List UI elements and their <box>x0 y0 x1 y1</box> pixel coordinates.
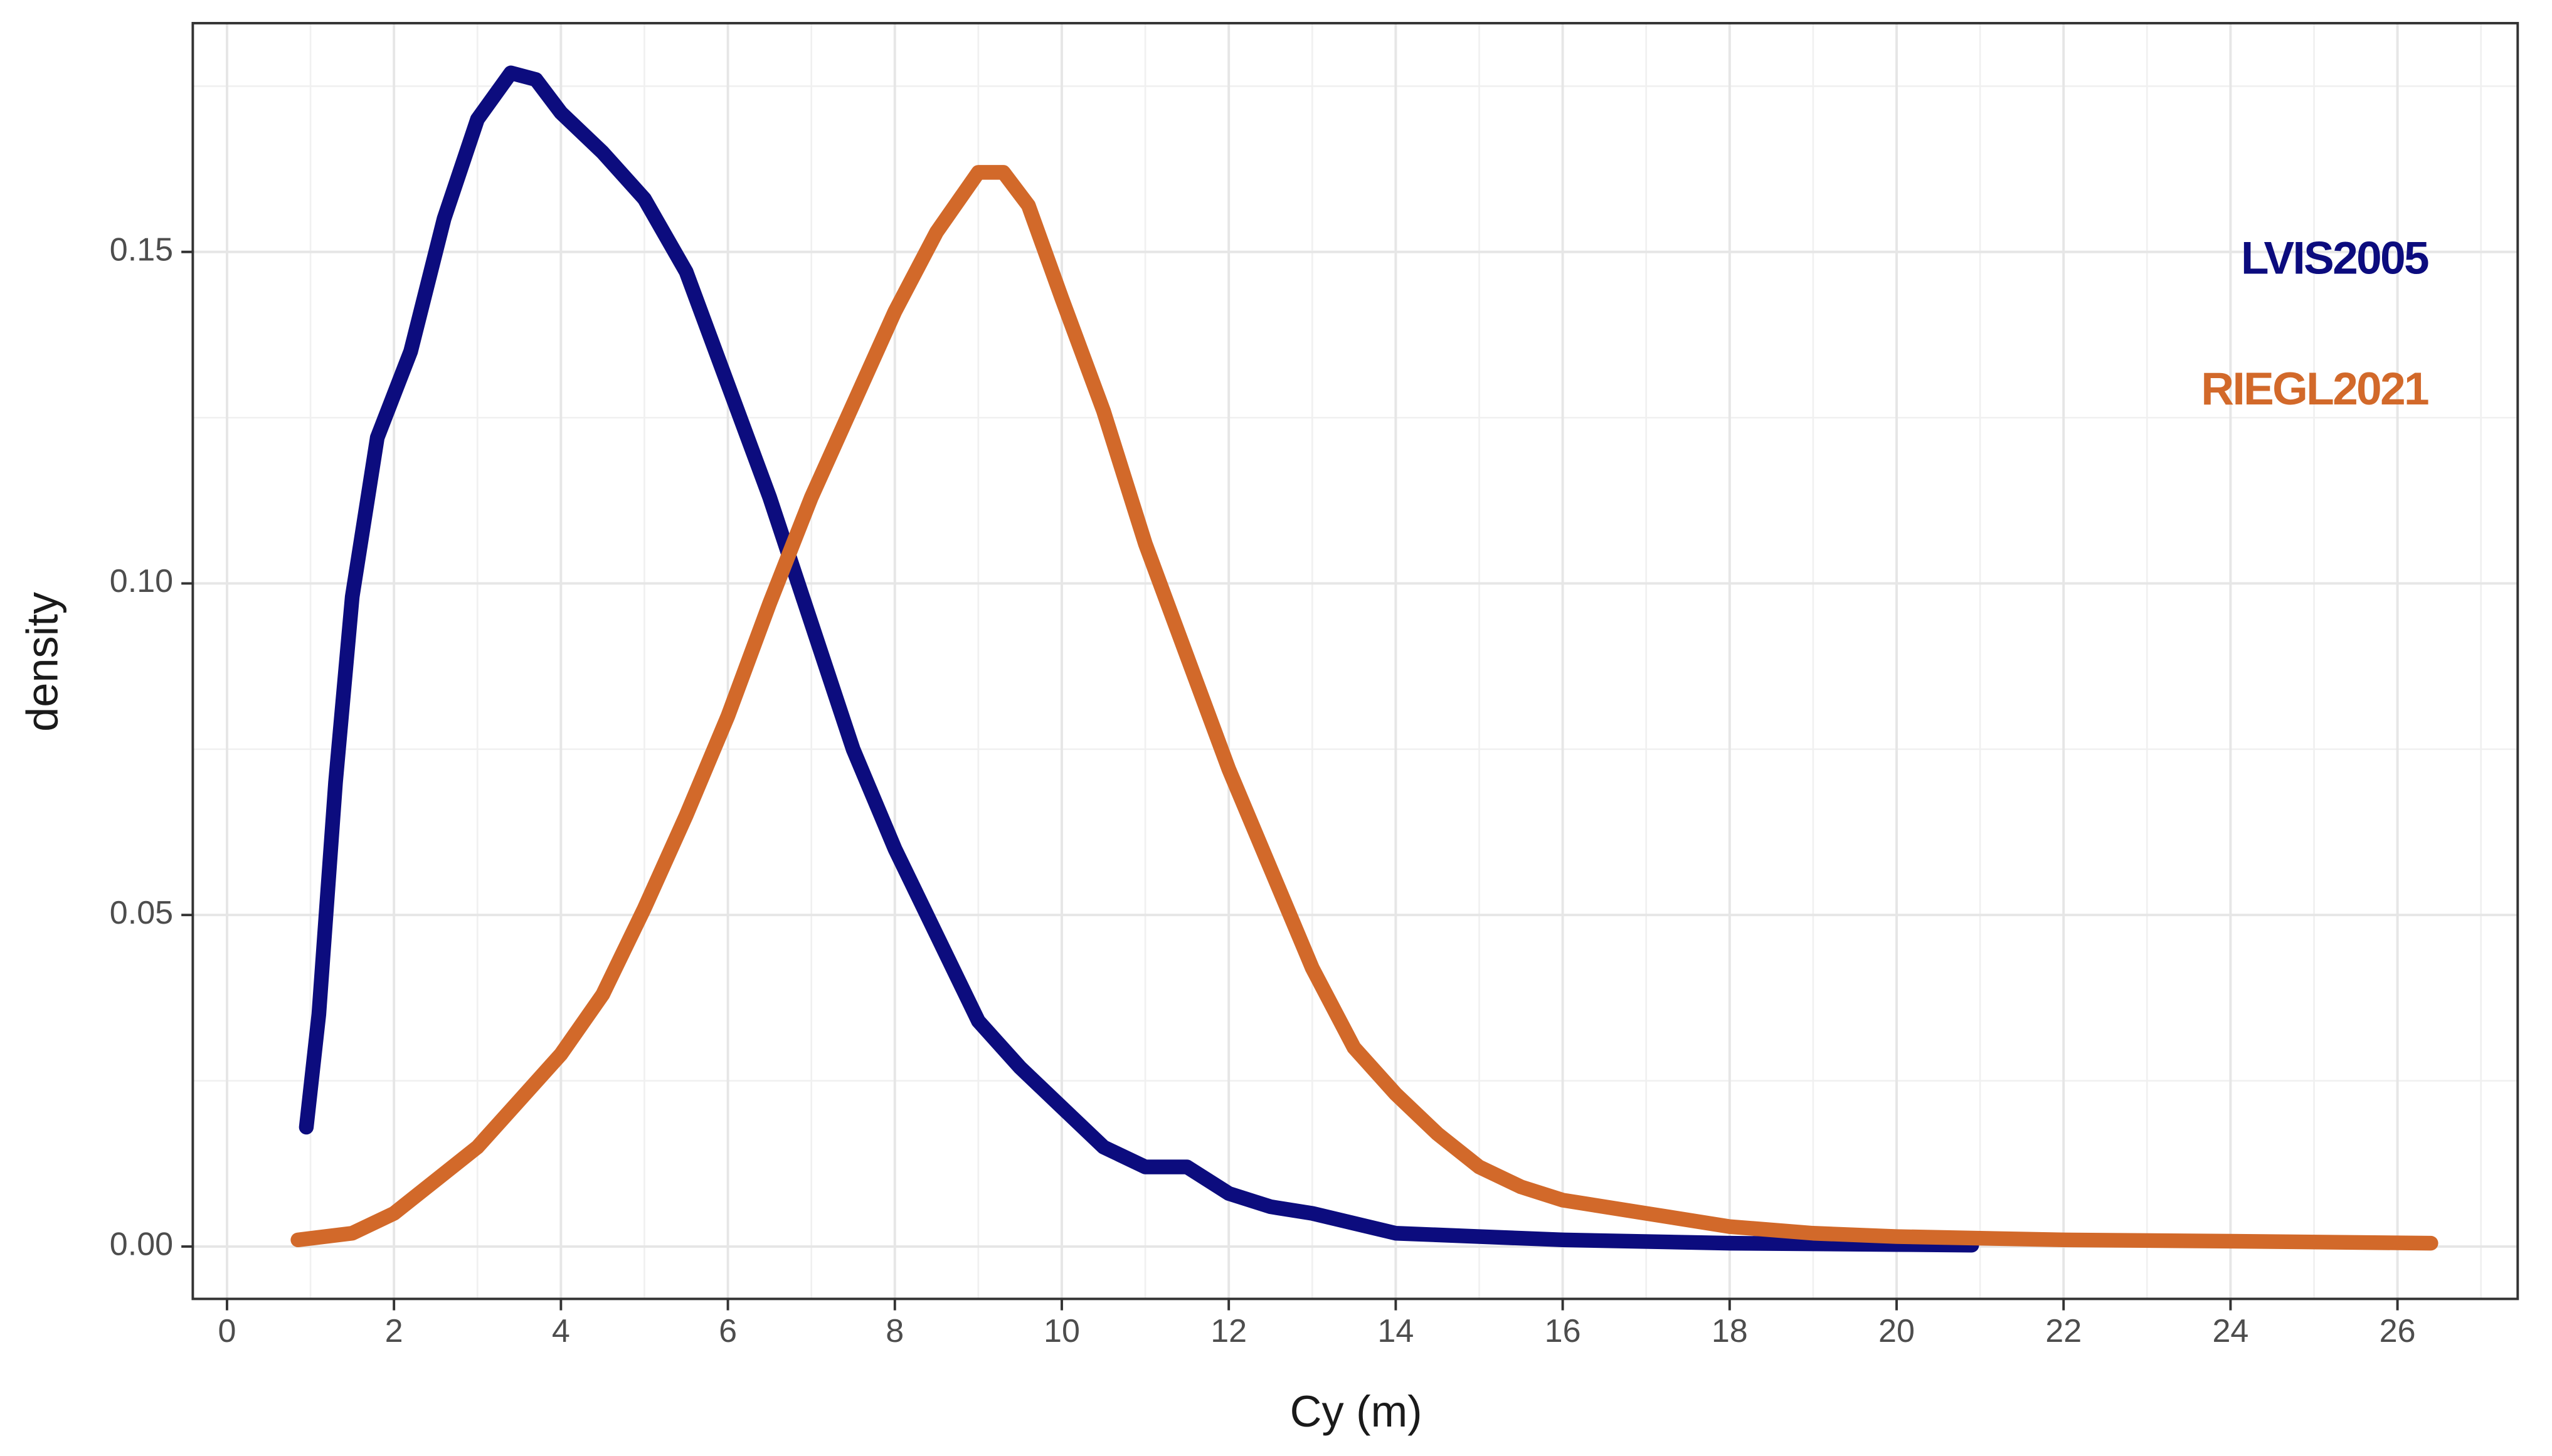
x-tick-label: 4 <box>552 1313 570 1349</box>
axes: 0 2 4 6 8 10 12 14 16 18 20 22 24 260.000.050.100.15 L… <box>110 232 2430 1349</box>
y-tick-label: 0.00 <box>110 1227 173 1263</box>
x-tick-label: 6 <box>719 1313 737 1349</box>
density-line <box>290 165 2438 1251</box>
panel-border <box>191 21 2519 1300</box>
y-axis-title: density <box>18 591 67 732</box>
x-tick-label: 24 <box>2212 1313 2248 1349</box>
x-tick-label: 10 <box>1044 1313 1080 1349</box>
legend-label: RIEGL2021 <box>2201 364 2428 414</box>
x-tick-label: 16 <box>1545 1313 1581 1349</box>
x-tick-label: 20 <box>1878 1313 1915 1349</box>
x-tick-label: 14 <box>1377 1313 1414 1349</box>
y-tick-label: 0.15 <box>110 232 173 268</box>
x-tick-label: 12 <box>1210 1313 1247 1349</box>
x-axis-title: Cy (m) <box>1290 1386 1422 1436</box>
grid <box>193 23 2518 1299</box>
density-line <box>299 65 1979 1253</box>
y-tick-label: 0.05 <box>110 895 173 931</box>
x-tick-label: 18 <box>1712 1313 1748 1349</box>
legend-label: LVIS2005 <box>2241 233 2428 284</box>
y-tick-label: 0.10 <box>110 563 173 599</box>
x-tick-label: 8 <box>886 1313 904 1349</box>
x-tick-label: 26 <box>2380 1313 2416 1349</box>
x-tick-label: 2 <box>385 1313 403 1349</box>
x-tick-label: 22 <box>2045 1313 2082 1349</box>
x-tick-label: 0 <box>218 1313 236 1349</box>
plot-lines <box>290 65 2438 1253</box>
